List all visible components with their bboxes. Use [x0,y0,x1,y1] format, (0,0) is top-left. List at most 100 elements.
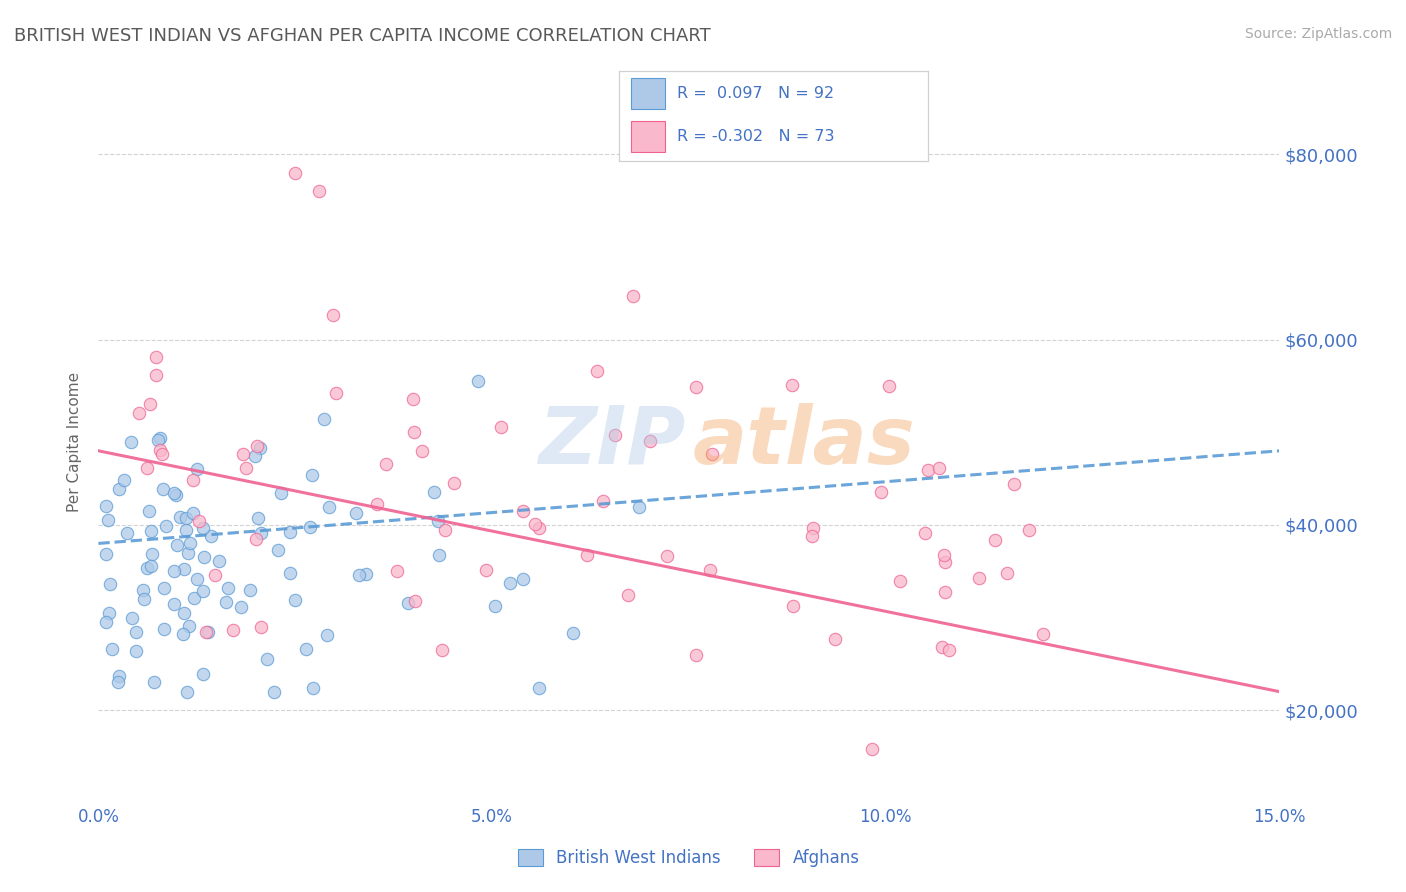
Point [177,546,200,560]
Point [685,380,707,394]
Point [295,641,318,656]
Point [780,378,803,392]
Point [239,582,262,597]
Point [443,476,465,491]
Point [938,643,960,657]
Point [145,368,167,383]
Point [107,675,129,690]
Point [638,814,661,829]
Point [302,681,325,696]
Point [512,503,534,517]
Point [931,640,953,654]
Point [181,473,204,487]
Point [430,643,453,657]
Point [984,533,1007,548]
Point [267,542,290,557]
Point [155,518,177,533]
Point [889,574,911,588]
Point [344,506,367,520]
Point [325,386,347,401]
Point [173,606,195,620]
Point [229,600,252,615]
Point [132,582,155,597]
Point [315,628,337,642]
Point [204,567,226,582]
Point [877,379,900,393]
Bar [631,121,665,152]
Point [366,498,388,512]
Point [402,425,425,440]
Point [134,592,156,607]
Point [562,626,585,640]
Text: BRITISH WEST INDIAN VS AFGHAN PER CAPITA INCOME CORRELATION CHART: BRITISH WEST INDIAN VS AFGHAN PER CAPITA… [14,27,711,45]
Point [194,625,217,640]
Point [312,412,335,426]
Point [484,599,506,614]
Point [870,485,893,500]
Point [98,577,121,591]
Point [655,549,678,563]
Point [149,431,172,445]
Point [149,443,172,458]
Point [135,460,157,475]
Point [163,597,186,611]
Point [128,406,150,420]
Point [121,611,143,625]
Point [96,548,118,562]
Point [177,618,200,632]
Point [824,632,846,647]
Point [188,514,211,528]
Point [139,559,162,574]
Point [354,567,377,582]
Point [107,668,129,682]
Text: ZIP: ZIP [538,402,685,481]
Point [1032,627,1054,641]
Point [387,565,409,579]
Point [176,684,198,698]
Point [135,561,157,575]
Point [934,555,956,569]
Point [163,486,186,500]
Point [284,166,307,180]
Point [143,674,166,689]
Point [179,535,201,549]
Point [270,486,292,500]
Point [322,308,344,322]
Point [374,458,396,472]
Point [301,468,323,483]
Point [512,572,534,586]
Point [97,513,120,527]
Point [243,449,266,463]
Point [138,504,160,518]
Text: R =  0.097   N = 92: R = 0.097 N = 92 [678,87,835,101]
Point [174,511,197,525]
Point [928,461,950,475]
Point [139,524,162,538]
Point [96,615,118,630]
Point [396,596,419,610]
Point [250,620,273,634]
Point [700,447,723,461]
Point [967,571,990,585]
Point [917,463,939,477]
Point [145,351,167,365]
Point [169,510,191,524]
Point [174,523,197,537]
Point [125,644,148,658]
Point [280,566,302,580]
Point [860,742,883,756]
Point [163,565,186,579]
Point [1002,477,1025,491]
Point [246,510,269,524]
Point [218,581,240,595]
Point [914,525,936,540]
Point [98,607,121,621]
Point [603,428,626,442]
Point [115,525,138,540]
Point [467,374,489,388]
Point [586,364,609,378]
Point [423,485,446,500]
Point [197,624,219,639]
Point [153,622,176,636]
Point [221,623,243,637]
